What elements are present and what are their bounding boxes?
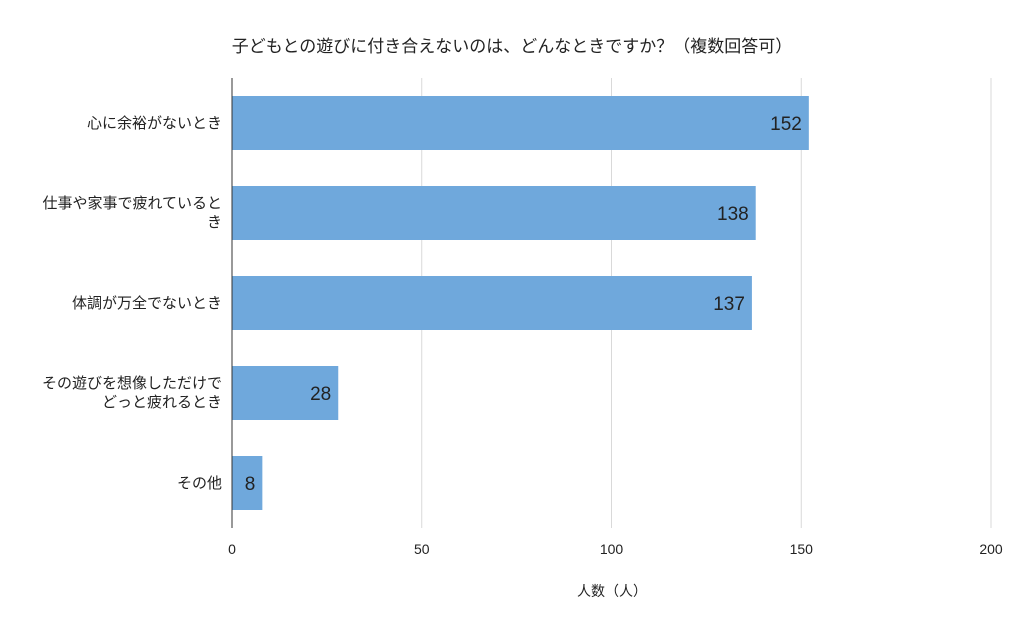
x-axis-label: 人数（人） xyxy=(577,583,647,599)
category-label: 体調が万全でないとき xyxy=(71,294,222,312)
bar xyxy=(232,186,756,240)
data-label: 28 xyxy=(310,384,331,405)
category-label: 仕事や家事で疲れているとき xyxy=(42,195,222,231)
x-tick-label: 150 xyxy=(790,541,814,557)
x-tick-label: 100 xyxy=(600,541,624,557)
data-label: 137 xyxy=(713,294,745,315)
bar xyxy=(232,366,339,420)
bar xyxy=(232,456,263,510)
x-tick-label: 0 xyxy=(228,541,236,557)
data-label: 152 xyxy=(770,114,802,135)
bar xyxy=(232,276,752,330)
data-label: 8 xyxy=(245,474,256,495)
category-label: その遊びを想像しただけでどっと疲れるとき xyxy=(41,375,222,411)
x-tick-label: 200 xyxy=(979,541,1003,557)
chart-title: 子どもとの遊びに付き合えないのは、どんなときですか？（複数回答可） xyxy=(231,37,793,56)
bar xyxy=(232,96,809,150)
category-label: 心に余裕がないとき xyxy=(86,114,222,132)
data-label: 138 xyxy=(717,204,749,225)
x-tick-label: 50 xyxy=(414,541,430,557)
category-label: その他 xyxy=(176,474,222,492)
